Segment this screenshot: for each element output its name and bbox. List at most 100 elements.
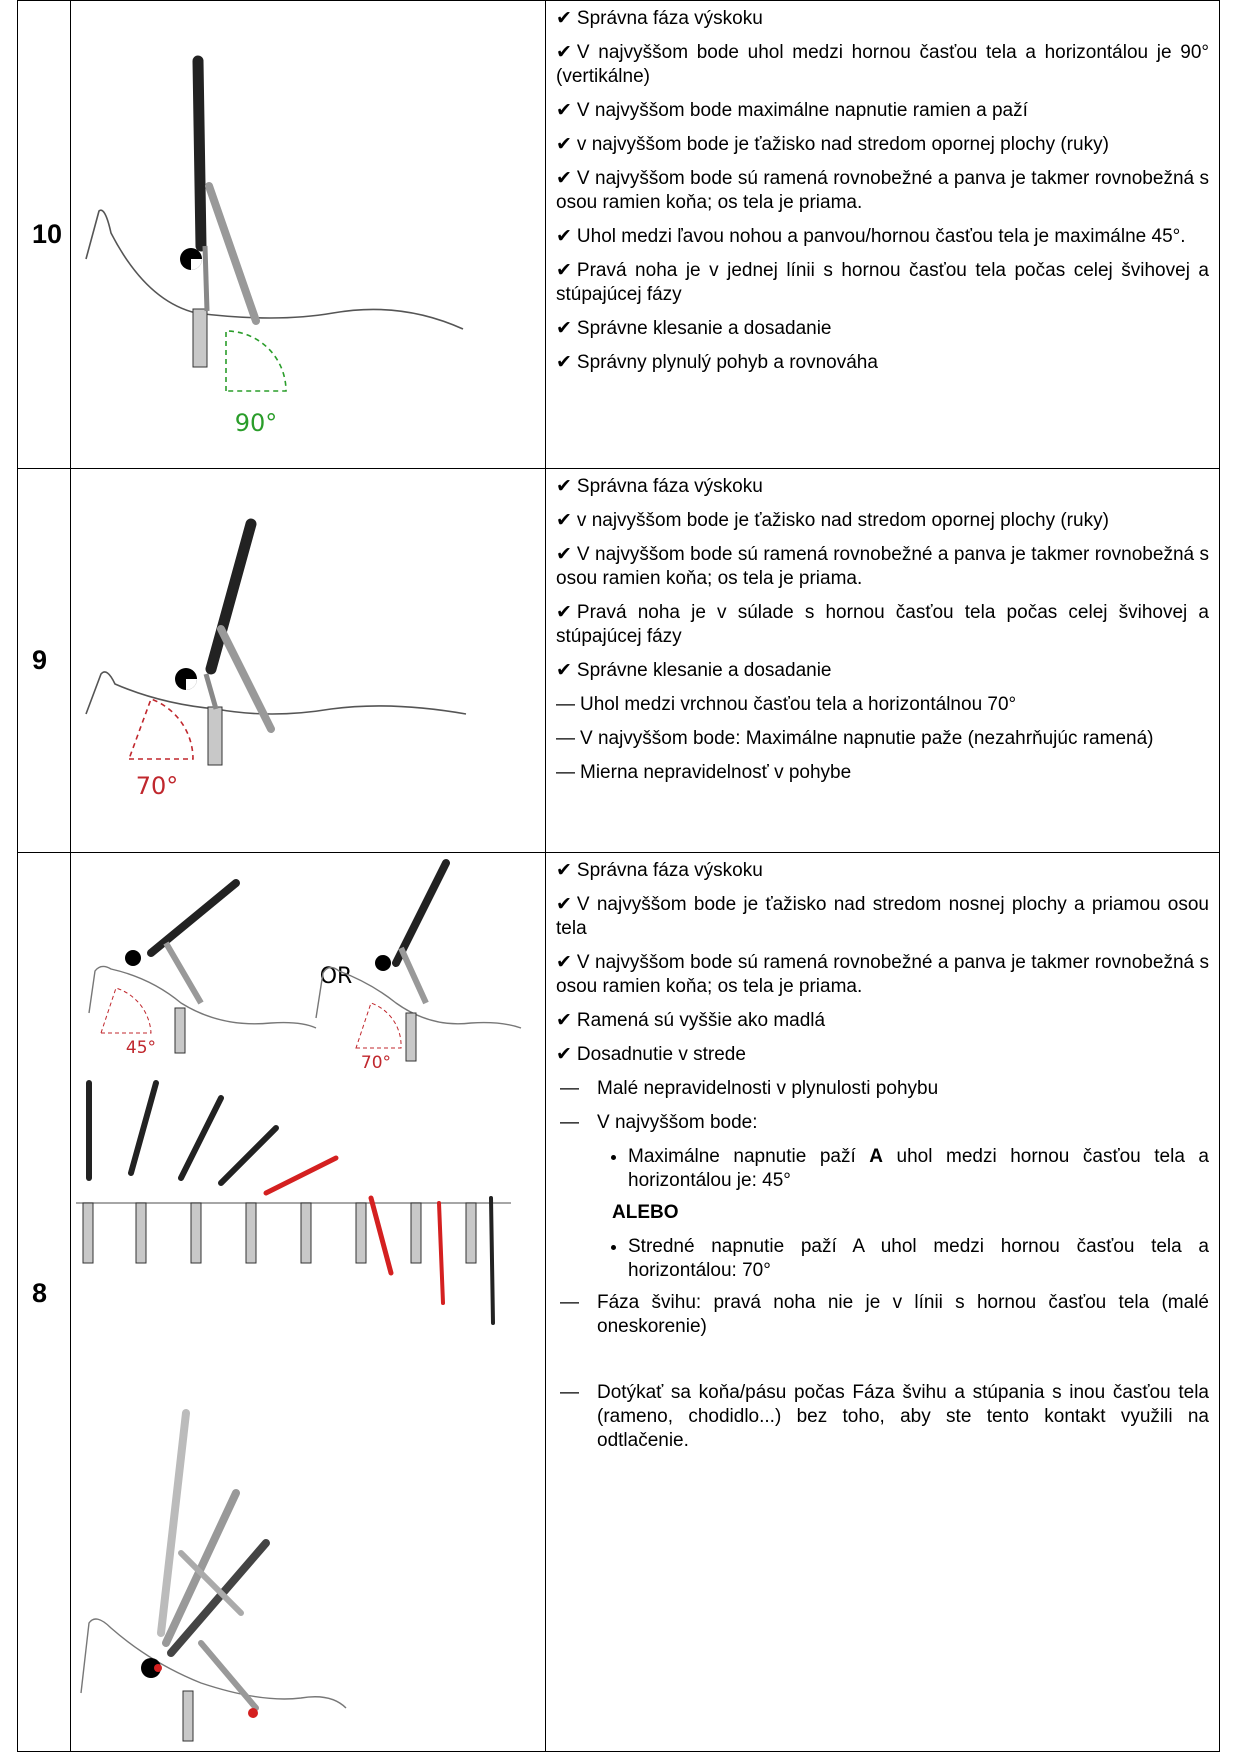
criterion-text: v najvyššom bode je ťažisko nad stredom …	[576, 510, 1109, 531]
criterion-text: Ramená sú vyššie ako madlá	[576, 1010, 826, 1031]
criterion: ✔ Správna fáza výskoku	[556, 859, 1209, 883]
criterion-mark: ✔	[556, 352, 572, 373]
figure: 45° OR 70°	[76, 859, 522, 1742]
criterion-mark: ✔	[556, 894, 572, 915]
criterion-text: Uhol medzi vrchnou časťou tela a horizon…	[580, 694, 1017, 715]
criterion: ✔ Správne klesanie a dosadanie	[556, 659, 1209, 683]
criterion-mark: —	[560, 1382, 579, 1403]
criterion-mark: —	[556, 694, 575, 715]
score: 9	[17, 468, 71, 853]
sub-list: Stredné napnutie paží A uhol medzi horno…	[556, 1235, 1209, 1283]
criterion-mark: ✔	[556, 8, 572, 29]
row: 10 90° ✔ Správna fáza výskoku ✔ V najvyššom…	[17, 0, 1220, 469]
criterion-mark: ✔	[556, 860, 572, 881]
criterion-text: Správne klesanie a dosadanie	[576, 660, 832, 681]
criterion: ✔ V najvyššom bode uhol medzi hornou časť…	[556, 41, 1209, 89]
score-table: 10 90° ✔ Správna fáza výskoku ✔ V najvyššom…	[17, 0, 1220, 1752]
criterion: ✔ Uhol medzi ľavou nohou a panvou/hornou …	[556, 225, 1209, 249]
criterion: ✔ v najvyššom bode je ťažisko nad stredom…	[556, 133, 1209, 157]
criterion-mark: ✔	[556, 510, 572, 531]
criterion-mark: —	[560, 1078, 579, 1099]
criterion-text: Fáza švihu: pravá noha nie je v línii s …	[597, 1292, 1209, 1337]
criterion: ✔ Pravá noha je v jednej línii s hornou č…	[556, 259, 1209, 307]
criterion-mark: ✔	[556, 660, 572, 681]
row: 9 70° ✔ Správna fáza výskoku ✔ v najvyššom …	[17, 468, 1220, 853]
sub-list: Maximálne napnutie paží A uhol medzi hor…	[556, 1145, 1209, 1193]
figure: 90°	[85, 55, 464, 437]
criterion-mark: ✔	[556, 42, 572, 63]
criterion-text: Malé nepravidelnosti v plynulosti pohybu	[597, 1078, 939, 1099]
criterion: ✔ Správna fáza výskoku	[556, 475, 1209, 499]
sub-item: Maximálne napnutie paží A uhol medzi hor…	[628, 1145, 1209, 1193]
criterion-text: V najvyššom bode maximálne napnutie rami…	[576, 100, 1028, 121]
criteria: ✔ Správna fáza výskoku ✔ V najvyššom bode u…	[545, 0, 1220, 469]
score: 10	[17, 0, 71, 469]
figure-label: 45°	[126, 1038, 156, 1058]
figure-label: 70°	[136, 772, 179, 800]
criterion-text: Dosadnutie v strede	[576, 1044, 746, 1065]
criterion: — Mierna nepravidelnosť v pohybe	[556, 761, 1209, 785]
criterion-text: V najvyššom bode sú ramená rovnobežné a …	[556, 544, 1209, 589]
criterion-mark: ✔	[556, 168, 572, 189]
criterion-mark: ✔	[556, 476, 572, 497]
figure-cell: 45° OR 70°	[70, 852, 546, 1752]
criterion: ✔ v najvyššom bode je ťažisko nad stredom…	[556, 509, 1209, 533]
criteria: ✔ Správna fáza výskoku ✔ v najvyššom bode j…	[545, 468, 1220, 853]
criterion: — V najvyššom bode:	[556, 1111, 1209, 1135]
criterion: ✔ Dosadnutie v strede	[556, 1043, 1209, 1067]
criterion-mark: ✔	[556, 226, 572, 247]
criterion: ✔ Správna fáza výskoku	[556, 7, 1209, 31]
criterion-mark: ✔	[556, 134, 572, 155]
criterion: — Dotýkať sa koňa/pásu počas Fáza švihu a…	[556, 1381, 1209, 1453]
criterion: — Uhol medzi vrchnou časťou tela a horizo…	[556, 693, 1209, 717]
criterion-mark: ✔	[556, 952, 572, 973]
figure-label: 70°	[361, 1053, 391, 1073]
criterion-text: Správny plynulý pohyb a rovnováha	[576, 352, 878, 373]
criterion: ✔ Pravá noha je v súlade s hornou časťou …	[556, 601, 1209, 649]
criterion-text: V najvyššom bode: Maximálne napnutie paž…	[580, 728, 1154, 749]
criterion: — V najvyššom bode: Maximálne napnutie pa…	[556, 727, 1209, 751]
criterion-text: v najvyššom bode je ťažisko nad stredom …	[576, 134, 1109, 155]
criterion: ✔ V najvyššom bode sú ramená rovnobežné a…	[556, 167, 1209, 215]
sub-text: uhol medzi hornou časťou tela a horizont…	[628, 1146, 1210, 1191]
criterion-text: V najvyššom bode sú ramená rovnobežné a …	[556, 952, 1209, 997]
criterion-text: Pravá noha je v jednej línii s hornou ča…	[556, 260, 1209, 305]
criterion-text: Uhol medzi ľavou nohou a panvou/hornou č…	[576, 226, 1186, 247]
criterion-text: V najvyššom bode:	[597, 1112, 758, 1133]
criterion: — Malé nepravidelnosti v plynulosti pohyb…	[556, 1077, 1209, 1101]
criterion-mark: ✔	[556, 1010, 572, 1031]
sub-text: Maximálne napnutie paží	[628, 1146, 870, 1167]
criterion-mark: ✔	[556, 1044, 572, 1065]
criterion-text: Pravá noha je v súlade s hornou časťou t…	[556, 602, 1209, 647]
criterion-mark: ✔	[556, 602, 572, 623]
criterion: ✔ Správne klesanie a dosadanie	[556, 317, 1209, 341]
criterion-text: Správna fáza výskoku	[576, 8, 763, 29]
criterion-text: V najvyššom bode sú ramená rovnobežné a …	[556, 168, 1209, 213]
criterion-text: Mierna nepravidelnosť v pohybe	[580, 762, 852, 783]
criterion-text: V najvyššom bode je ťažisko nad stredom …	[556, 894, 1209, 939]
criterion-mark: ✔	[556, 100, 572, 121]
figure-label: 90°	[235, 409, 278, 437]
criterion-mark: —	[556, 728, 575, 749]
criterion-mark: ✔	[556, 318, 572, 339]
criterion-text: V najvyššom bode uhol medzi hornou časťo…	[556, 42, 1209, 87]
criterion: ✔ V najvyššom bode maximálne napnutie ram…	[556, 99, 1209, 123]
sub-item: Stredné napnutie paží A uhol medzi horno…	[628, 1235, 1209, 1283]
row: 8 45° OR 70° ✔ Správna fáza výskoku ✔ V naj…	[17, 852, 1220, 1752]
score: 8	[17, 852, 71, 1752]
criterion-text: Správna fáza výskoku	[576, 476, 763, 497]
criterion: ✔ V najvyššom bode sú ramená rovnobežné a…	[556, 951, 1209, 999]
criterion-text: Dotýkať sa koňa/pásu počas Fáza švihu a …	[597, 1382, 1209, 1451]
criterion-mark: ✔	[556, 544, 572, 565]
criterion: ✔ Správny plynulý pohyb a rovnováha	[556, 351, 1209, 375]
figure-label: OR	[320, 964, 353, 989]
criterion-mark: —	[556, 762, 575, 783]
sub-text: Stredné napnutie paží A uhol medzi horno…	[628, 1236, 1209, 1281]
criterion: ✔ Ramená sú vyššie ako madlá	[556, 1009, 1209, 1033]
criterion: ✔ V najvyššom bode sú ramená rovnobežné a…	[556, 543, 1209, 591]
sub-bold: A	[869, 1146, 884, 1167]
figure-cell: 90°	[70, 0, 546, 469]
criterion-mark: ✔	[556, 260, 572, 281]
figure: 70°	[85, 518, 467, 800]
